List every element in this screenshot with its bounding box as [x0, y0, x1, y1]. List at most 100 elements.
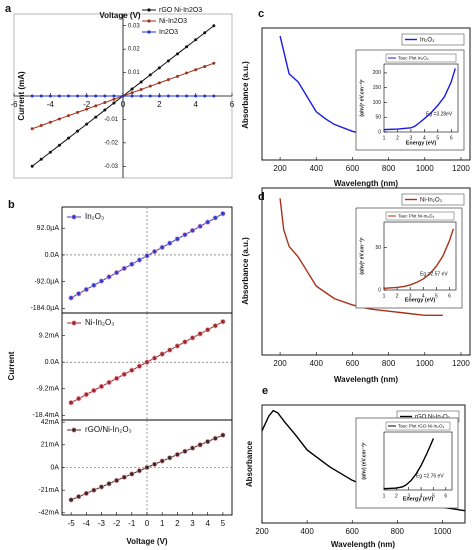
legend-frame	[401, 193, 465, 206]
x-tick-label: 400	[310, 164, 324, 173]
marker	[212, 94, 216, 98]
marker	[67, 114, 70, 118]
marker	[176, 52, 179, 56]
marker	[129, 367, 135, 373]
marker	[194, 38, 198, 42]
x-tick-label: -6	[10, 100, 18, 109]
marker	[83, 391, 89, 398]
marker	[121, 474, 127, 480]
marker	[197, 331, 203, 337]
annotation: Eg =2.57 eV	[420, 271, 448, 277]
marker	[30, 127, 34, 131]
legend-frame	[385, 421, 451, 431]
legend-label: In₂O₃	[85, 212, 104, 221]
x-tick-label: -1	[128, 519, 136, 528]
marker	[112, 97, 116, 101]
panel-label: e	[262, 385, 268, 397]
marker	[136, 257, 143, 263]
x-tick-label: -5	[68, 519, 76, 528]
x-tick-label: 600	[346, 164, 360, 173]
x-axis-title: Wavelength (nm)	[334, 179, 398, 188]
plot-frame	[261, 27, 471, 161]
marker	[85, 94, 89, 98]
x-tick-label: 1	[383, 135, 386, 141]
series-line	[383, 68, 456, 131]
y-tick-label: -42mA	[38, 510, 59, 517]
marker	[174, 451, 181, 458]
marker	[166, 78, 170, 82]
marker	[30, 94, 34, 98]
marker	[220, 432, 226, 438]
legend-marker	[71, 320, 77, 326]
legend-marker	[71, 427, 77, 433]
marker	[197, 442, 203, 448]
x-tick-label: 1200	[452, 359, 470, 368]
marker	[148, 73, 152, 77]
x-tick-label: 6	[450, 135, 453, 141]
marker	[39, 124, 43, 128]
marker	[103, 108, 107, 112]
legend-label: Tauc Plot rGO-Ni-In₂O₃	[398, 423, 445, 428]
marker	[91, 387, 97, 394]
y-tick-label: -92.0µA	[34, 278, 59, 285]
marker	[182, 448, 188, 455]
x-tick-label: 200	[255, 527, 269, 536]
marker	[103, 94, 107, 98]
y-tick-label: 0.0A	[45, 359, 60, 366]
marker	[94, 115, 98, 119]
x-tick-label: 4	[193, 100, 198, 109]
marker	[205, 327, 211, 333]
marker	[189, 445, 196, 451]
marker	[68, 295, 74, 301]
x-tick-label: 5	[435, 293, 438, 299]
marker	[220, 318, 226, 325]
x-tick-label: 800	[382, 164, 396, 173]
marker	[98, 484, 105, 490]
marker	[94, 104, 98, 108]
marker	[68, 399, 74, 406]
marker	[166, 59, 170, 63]
marker	[166, 94, 170, 98]
marker	[185, 71, 189, 75]
legend-frame	[385, 211, 455, 221]
y-tick-label: 50	[375, 115, 381, 121]
marker	[148, 84, 152, 88]
marker	[85, 107, 89, 111]
marker	[121, 371, 127, 378]
marker	[212, 24, 216, 28]
x-tick-label: 6	[444, 493, 447, 499]
legend-label: In2O3	[159, 29, 178, 36]
legend-marker	[147, 8, 151, 12]
x-axis-title: Energy (eV)	[403, 496, 434, 502]
y-axis-title: Current	[7, 351, 16, 380]
marker	[151, 461, 158, 467]
marker	[139, 94, 143, 98]
marker	[39, 157, 43, 161]
y-tick-label: 150	[373, 85, 382, 91]
marker	[148, 94, 152, 98]
y-tick-label: 21mA	[41, 442, 60, 449]
y-axis-title: (αhν)² eV.cm⁻¹)²	[359, 237, 365, 275]
marker	[76, 110, 80, 114]
marker	[57, 94, 61, 98]
x-tick-label: 2	[157, 100, 162, 109]
y-tick-label: 0.02	[128, 47, 140, 53]
marker	[144, 464, 150, 471]
marker	[67, 94, 70, 98]
x-tick-label: 2	[395, 493, 398, 499]
marker	[189, 227, 196, 234]
series-line	[383, 228, 455, 289]
marker	[121, 265, 127, 272]
inset-frame	[355, 417, 459, 509]
marker	[182, 339, 188, 345]
marker	[157, 81, 161, 85]
marker	[189, 335, 196, 341]
marker	[76, 94, 80, 98]
legend-marker	[147, 30, 151, 34]
marker	[174, 236, 181, 242]
marker	[212, 215, 219, 221]
marker	[157, 66, 161, 70]
marker	[68, 497, 74, 503]
marker	[48, 150, 52, 154]
x-axis-title: Energy (eV)	[405, 297, 436, 303]
